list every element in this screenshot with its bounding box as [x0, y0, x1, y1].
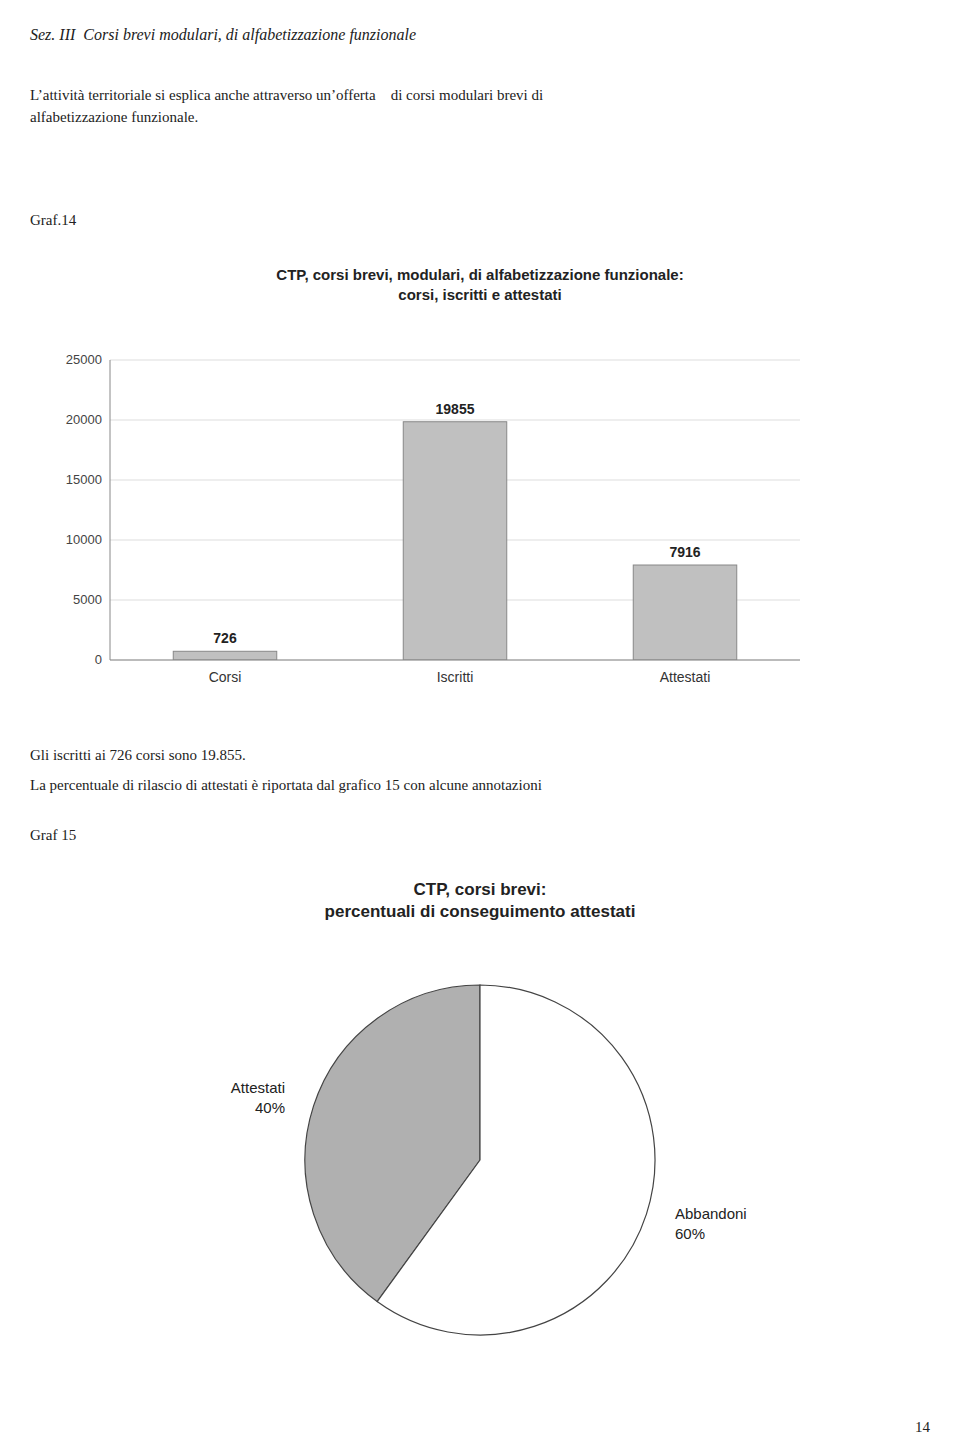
- figure-label: Graf.14: [30, 212, 77, 228]
- page-title: Sez. III Corsi brevi modulari, di alfabe…: [30, 26, 416, 44]
- data-label: 40%: [255, 1099, 285, 1116]
- bars: [173, 422, 737, 660]
- y-axis-line: [110, 360, 111, 660]
- grid-line: [110, 660, 800, 661]
- chart-title-line: CTP, corsi brevi:: [414, 880, 547, 899]
- chart-title-line: CTP, corsi brevi, modulari, di alfabetiz…: [276, 266, 683, 283]
- grid-line: [110, 360, 800, 361]
- page-number: 14: [915, 1419, 931, 1435]
- grid-line: [110, 420, 800, 421]
- pie-label: Abbandoni: [675, 1205, 747, 1222]
- chart-title: CTP, corsi brevi, modulari, di alfabetiz…: [276, 266, 683, 303]
- pie-label: Attestati: [231, 1079, 285, 1096]
- pie-chart: Attestati 40% Abbandoni 60%: [231, 985, 747, 1335]
- y-tick-label: 25000: [66, 352, 102, 367]
- bar: [633, 565, 737, 660]
- y-tick-label: 0: [95, 652, 102, 667]
- y-tick-label: 10000: [66, 532, 102, 547]
- chart-title: CTP, corsi brevi: percentuali di consegui…: [325, 880, 636, 921]
- body-text: Gli iscritti ai 726 corsi sono 19.855.: [30, 747, 246, 763]
- body-text: alfabetizzazione funzionale.: [30, 109, 198, 125]
- y-tick-label: 20000: [66, 412, 102, 427]
- body-text: La percentuale di rilascio di attestati …: [30, 777, 542, 793]
- chart-title-line: corsi, iscritti e attestati: [398, 286, 561, 303]
- background: [0, 0, 960, 1454]
- figure-label: Graf 15: [30, 827, 76, 843]
- data-label: 7916: [669, 544, 700, 560]
- y-tick-label: 5000: [73, 592, 102, 607]
- x-tick-label: Attestati: [660, 669, 711, 685]
- data-label: 726: [213, 630, 237, 646]
- y-tick-label: 15000: [66, 472, 102, 487]
- x-tick-label: Corsi: [209, 669, 242, 685]
- pie-slice: [377, 985, 655, 1335]
- chart-title-line: percentuali di conseguimento attestati: [325, 902, 636, 921]
- page: Sez. III Corsi brevi modulari, di alfabe…: [0, 0, 960, 1454]
- x-axis-line: [110, 660, 800, 661]
- bar-chart: 0 5000 10000 15000 20000 25000 726 Corsi 19855 Is…: [66, 352, 800, 685]
- bar: [173, 651, 277, 660]
- x-tick-label: Iscritti: [437, 669, 474, 685]
- data-label: 60%: [675, 1225, 705, 1242]
- bar: [403, 422, 507, 660]
- data-label: 19855: [436, 401, 475, 417]
- body-text: L’attività territoriale si esplica anche…: [30, 87, 543, 103]
